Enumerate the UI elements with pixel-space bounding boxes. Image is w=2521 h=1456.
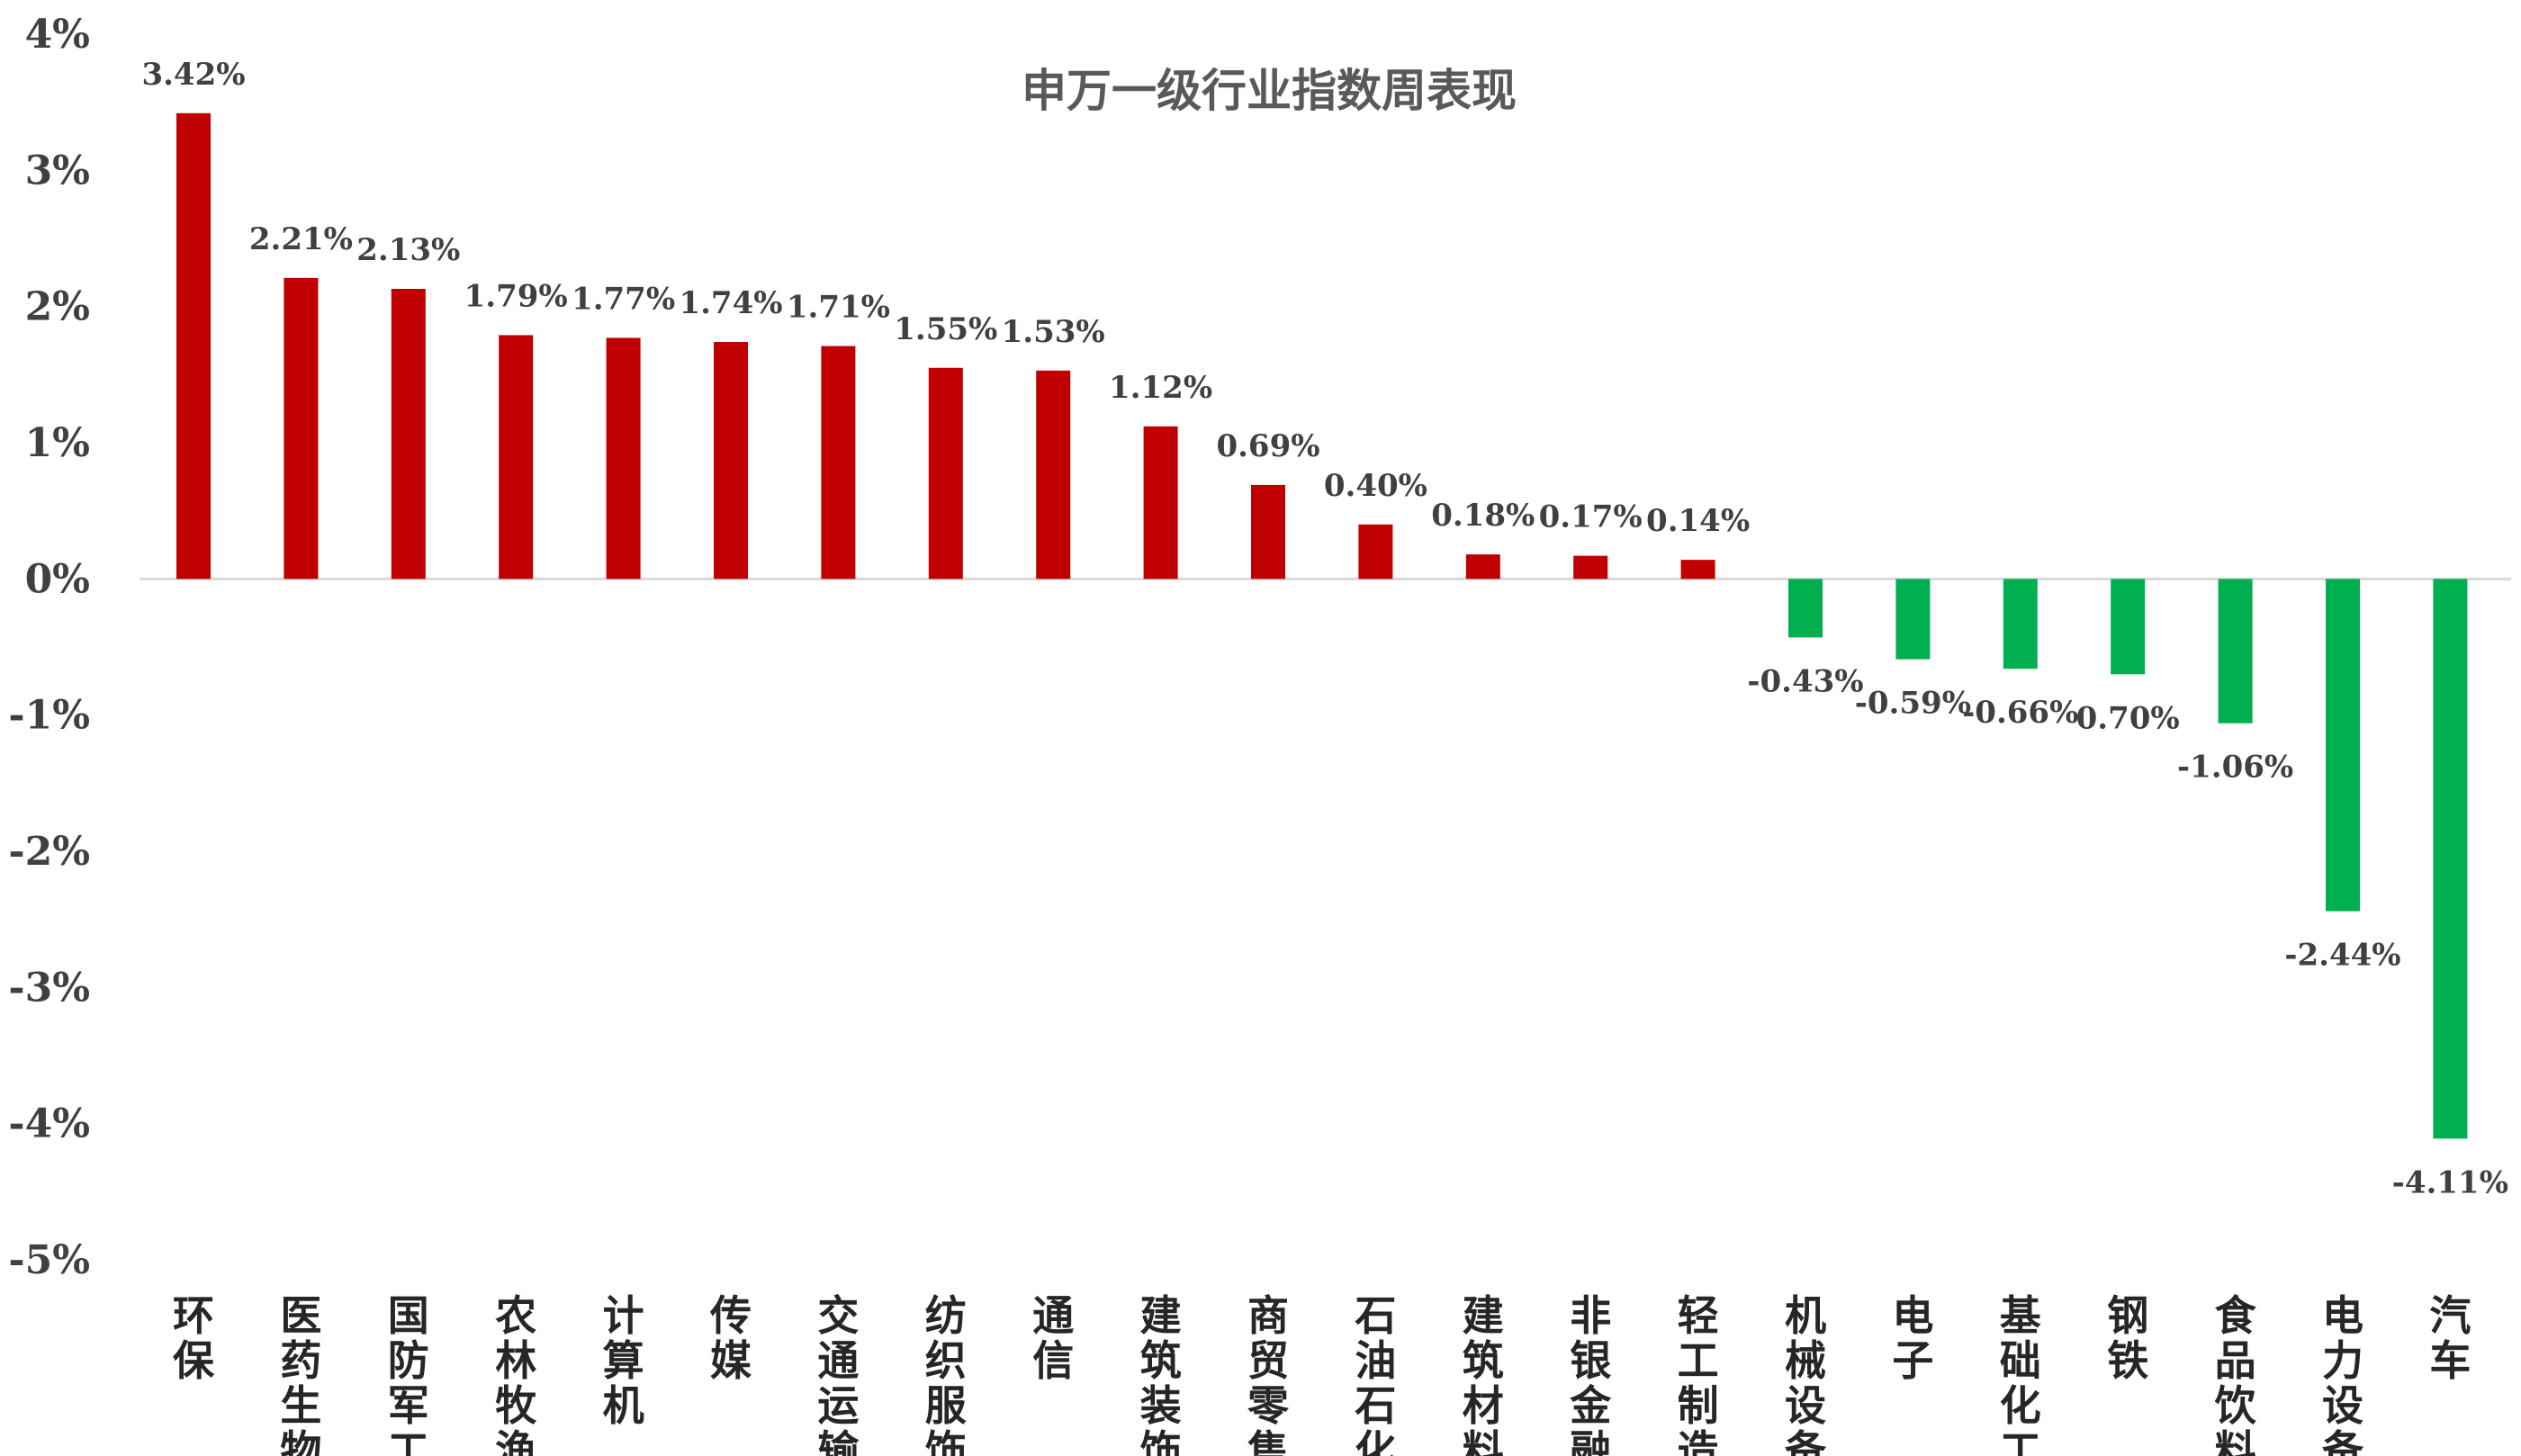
category-label: 商贸零售 [1247, 1291, 1290, 1456]
category-label: 传媒 [709, 1291, 752, 1385]
category-label: 计算机 [603, 1291, 644, 1430]
bar [2218, 579, 2253, 724]
data-label: 2.13% [356, 232, 460, 268]
data-label: 3.42% [141, 57, 245, 93]
data-label: 1.74% [679, 285, 782, 321]
bar [606, 337, 641, 580]
category-label: 农林牧渔 [495, 1291, 537, 1456]
bar [391, 288, 426, 580]
bar [2433, 579, 2468, 1139]
y-tick-label: -1% [8, 693, 90, 739]
y-tick-label: -3% [8, 965, 90, 1011]
data-label: 0.70% [2076, 700, 2180, 736]
category-label: 电子 [1892, 1291, 1933, 1385]
category-label: 环保 [173, 1291, 215, 1385]
bar [176, 112, 211, 580]
bars [176, 112, 2468, 1139]
bar [1895, 579, 1931, 660]
data-label: 1.55% [894, 311, 997, 347]
data-label: -4.11% [2392, 1164, 2508, 1200]
y-axis: 4% 3% 2% 1% 0% -1% -2% -3% -4% -5% [8, 12, 90, 1283]
data-label: 1.77% [572, 281, 675, 317]
data-labels: 3.42% 2.21% 2.13%1.79% 1.77% 1.74% 1.71%1.55%… [141, 57, 2508, 1201]
data-label: 1.79% [464, 278, 568, 314]
category-label: 钢铁 [2107, 1291, 2148, 1385]
category-label: 轻工制造 [1678, 1291, 1719, 1456]
category-label: 非银金融 [1569, 1291, 1612, 1456]
bar [1788, 579, 1823, 638]
bar [1036, 370, 1071, 580]
data-label: 2.21% [249, 221, 353, 257]
data-label: -2.44% [2284, 938, 2400, 974]
y-tick-label: 1% [25, 420, 90, 466]
data-label: 0.17% [1539, 499, 1643, 535]
bar [284, 277, 319, 580]
category-label: 交通运输 [817, 1291, 860, 1456]
bar [1358, 524, 1393, 580]
bar [1680, 560, 1715, 580]
category-label: 建筑材料 [1463, 1291, 1504, 1456]
data-label: 1.71% [787, 290, 890, 326]
data-label: 0.69% [1216, 428, 1319, 464]
data-label: -0.43% [1747, 663, 1863, 699]
bar [2003, 579, 2038, 670]
bar [821, 346, 856, 580]
y-tick-label: -5% [8, 1237, 90, 1283]
category-label: 石油石化 [1355, 1291, 1396, 1456]
category-label: 食品饮料 [2215, 1291, 2257, 1456]
y-tick-label: 4% [25, 12, 90, 58]
bar [1573, 555, 1608, 580]
category-label: 机械设备 [1785, 1291, 1827, 1456]
data-label: 1.12% [1109, 370, 1212, 406]
bar [1465, 554, 1500, 580]
category-label: 汽车 [2429, 1291, 2471, 1385]
bar [1251, 484, 1285, 580]
category-label: 国防军工 [388, 1291, 429, 1456]
y-tick-label: 3% [25, 148, 90, 193]
data-label: 1.53% [1002, 314, 1105, 350]
data-label: 0.14% [1646, 503, 1750, 539]
data-label: -0.59% [1855, 686, 1971, 722]
category-label: 医药生物 [280, 1291, 321, 1456]
bar [928, 367, 963, 580]
y-tick-label: 2% [25, 284, 90, 330]
category-label: 电力设备 [2322, 1291, 2364, 1456]
chart-title: 申万一级行业指数周表现 [1022, 65, 1517, 117]
bar [2326, 579, 2360, 912]
data-label: -0.66% [1962, 695, 2078, 731]
bar [499, 335, 534, 580]
bar [2111, 579, 2146, 675]
y-tick-label: 0% [25, 556, 90, 602]
category-label: 纺织服饰 [925, 1291, 967, 1456]
data-label: -1.06% [2177, 750, 2293, 786]
y-tick-label: -4% [8, 1101, 90, 1147]
data-label: 0.40% [1324, 468, 1427, 504]
bar [1143, 426, 1178, 580]
bar [714, 342, 748, 580]
category-label: 建筑装饰 [1140, 1291, 1182, 1456]
category-label: 基础化工 [2000, 1291, 2041, 1456]
data-label: 0.18% [1431, 498, 1535, 534]
category-labels: 环保 医药生物 国防军工 农林牧渔 计算机 传媒 交通运输 纺织服饰 通信 建筑装饰 商贸零售 石油石… [173, 1291, 2471, 1456]
y-tick-label: -2% [8, 829, 90, 875]
category-label: 通信 [1032, 1291, 1074, 1385]
